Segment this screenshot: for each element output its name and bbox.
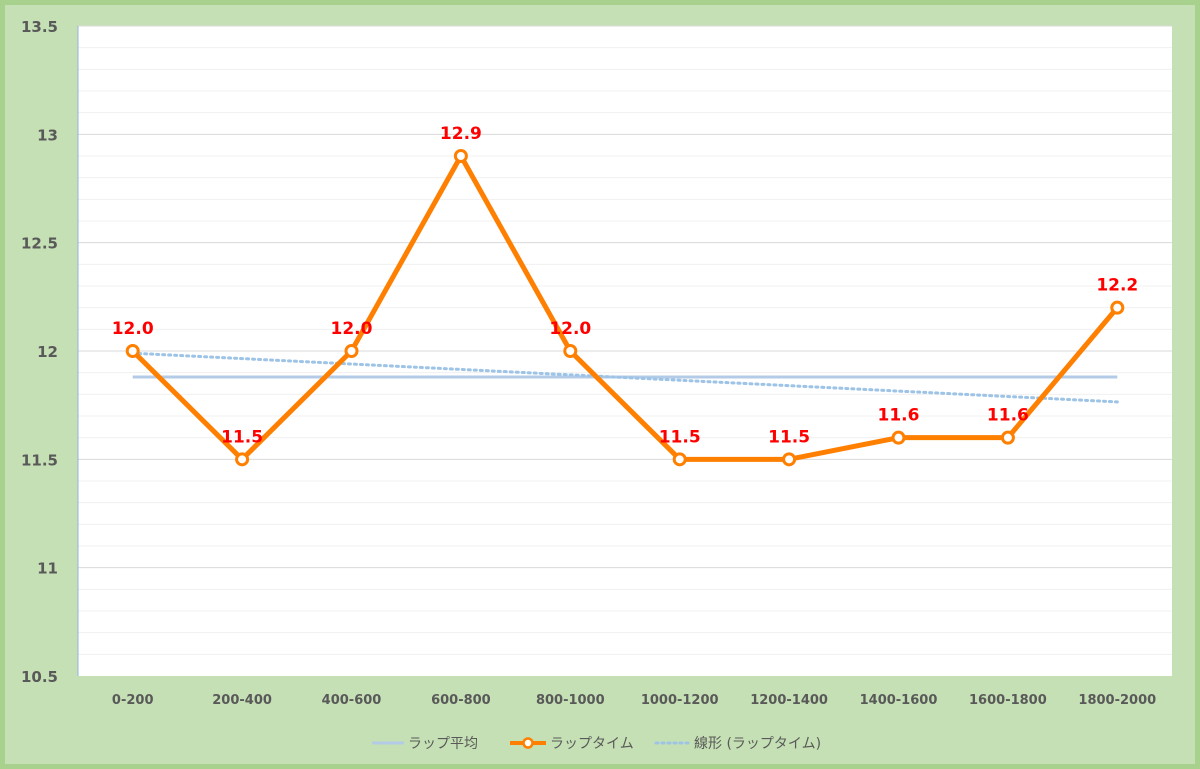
y-tick-label: 12 <box>37 343 58 361</box>
data-labels: 12.0 11.5 12.0 12.9 12.0 11.5 11.5 11.6 11.6 12.2 <box>112 124 1139 447</box>
data-label: 11.6 <box>987 406 1029 426</box>
y-tick-label: 13 <box>37 126 58 144</box>
series-group <box>125 149 1125 467</box>
x-tick-label: 200-400 <box>212 693 272 708</box>
data-label: 11.5 <box>659 427 701 447</box>
y-tick-label: 10.5 <box>21 668 58 686</box>
y-tick-label: 11 <box>37 560 58 578</box>
lap-time-marker <box>672 452 687 467</box>
x-tick-label: 1200-1400 <box>750 693 828 708</box>
lap-time-marker <box>782 452 797 467</box>
x-tick-label: 1800-2000 <box>1078 693 1156 708</box>
y-tick-label: 12.5 <box>21 235 58 253</box>
data-label: 12.2 <box>1096 276 1138 296</box>
data-label: 12.0 <box>112 319 154 339</box>
data-label: 11.5 <box>221 427 263 447</box>
x-tick-label: 400-600 <box>322 693 382 708</box>
x-tick-labels: 0-200 200-400 400-600 600-800 800-1000 1000-1… <box>112 693 1156 708</box>
gridlines <box>78 25 1172 655</box>
legend-label-average: ラップ平均 <box>408 736 478 752</box>
series-line-lap-time <box>130 153 1120 462</box>
lap-time-marker <box>1000 430 1015 445</box>
lap-time-marker <box>1110 300 1125 315</box>
legend-label-lap-time: ラップタイム <box>550 736 634 752</box>
lap-time-marker <box>125 344 140 358</box>
y-tick-labels: 13.5 13 12.5 12 11.5 11 10.5 <box>21 18 58 686</box>
data-label: 11.5 <box>768 427 810 447</box>
x-tick-label: 1600-1800 <box>969 693 1047 708</box>
x-tick-label: 0-200 <box>112 693 154 708</box>
y-tick-label: 11.5 <box>21 451 58 469</box>
data-label: 11.6 <box>878 406 920 426</box>
data-label: 12.0 <box>331 319 373 339</box>
lap-time-marker <box>563 344 578 358</box>
data-label: 12.0 <box>549 319 591 339</box>
data-label: 12.9 <box>440 124 482 144</box>
x-tick-label: 800-1000 <box>536 693 605 708</box>
legend-label-trend: 線形 (ラップタイム) <box>694 736 821 752</box>
lap-time-marker <box>344 344 359 358</box>
lap-time-marker <box>453 149 468 163</box>
lap-time-marker <box>891 430 906 445</box>
legend: ラップ平均 ラップタイム 線形 (ラップタイム) <box>372 736 821 752</box>
legend-marker-lap-time <box>522 737 534 749</box>
x-tick-label: 1000-1200 <box>641 693 719 708</box>
y-tick-label: 13.5 <box>21 18 58 36</box>
series-line-trend <box>131 351 1119 404</box>
lap-time-marker <box>235 452 250 467</box>
x-tick-label: 600-800 <box>431 693 491 708</box>
x-tick-label: 1400-1600 <box>860 693 938 708</box>
